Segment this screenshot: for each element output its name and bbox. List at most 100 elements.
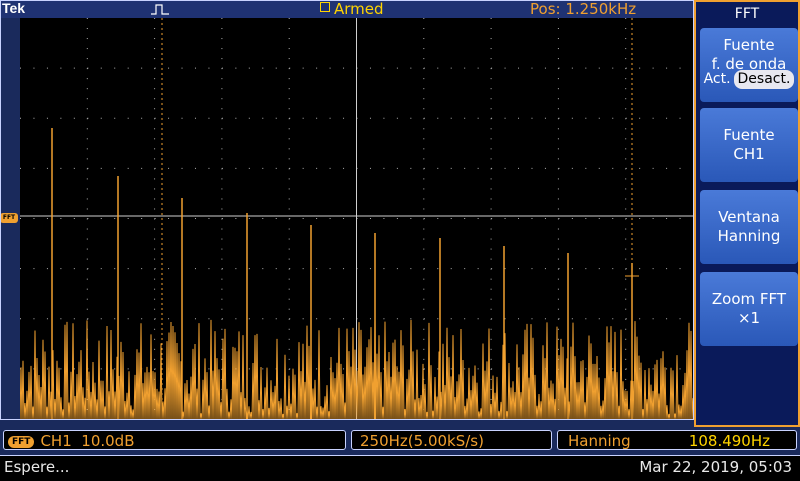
grid-dot — [423, 208, 425, 210]
grid-dot — [275, 218, 277, 219]
grid-dot — [490, 358, 492, 360]
grid-dot — [625, 188, 627, 190]
grid-dot — [60, 117, 62, 119]
grid-dot — [33, 268, 35, 270]
grid-dot — [679, 117, 681, 119]
grid-dot — [275, 268, 277, 270]
grid-dot — [423, 128, 425, 130]
grid-dot — [423, 248, 425, 250]
grid-dot — [490, 178, 492, 180]
grid-dot — [464, 318, 466, 320]
grid-dot — [383, 167, 385, 169]
grid-dot — [86, 228, 88, 230]
top-status-bar: Tek Armed Pos: 1.250kHz — [0, 0, 693, 18]
grid-dot — [154, 338, 156, 340]
on-off-toggle[interactable]: Act. Desact. — [700, 70, 798, 89]
grid-dot — [73, 218, 75, 219]
grid-dot — [343, 117, 345, 119]
grid-dot — [329, 268, 331, 270]
grid-dot — [86, 278, 88, 280]
grid-dot — [477, 117, 479, 119]
grid-dot — [154, 98, 156, 100]
grid-dot — [450, 318, 452, 320]
grid-dot — [316, 218, 318, 219]
grid-dot — [531, 67, 533, 69]
grid-dot — [221, 67, 223, 69]
window-cursor-readout[interactable]: Hanning 108.490Hz — [557, 430, 797, 450]
waveform-source-toggle-button[interactable]: Fuente f. de onda Act. Desact. — [700, 28, 798, 102]
grid-dot — [46, 67, 48, 69]
grid-dot — [100, 167, 102, 169]
grid-dot — [450, 268, 452, 270]
grid-dot — [531, 117, 533, 119]
menu-button-label: Ventana — [718, 208, 780, 226]
grid-dot — [288, 38, 290, 40]
grid-dot — [86, 88, 88, 90]
grid-dot — [302, 218, 304, 219]
grid-dot — [504, 67, 506, 69]
grid-dot — [490, 38, 492, 40]
grid-dot — [625, 308, 627, 310]
grid-dot — [557, 298, 559, 300]
fft-zoom-button[interactable]: Zoom FFT ×1 — [700, 272, 798, 346]
grid-dot — [544, 218, 546, 219]
grid-dot — [86, 38, 88, 40]
grid-dot — [612, 318, 614, 320]
toggle-option-on[interactable]: Act. — [703, 71, 731, 87]
grid-dot — [154, 228, 156, 230]
toggle-option-off[interactable]: Desact. — [733, 70, 795, 89]
grid-dot — [288, 228, 290, 230]
grid-dot — [625, 117, 627, 119]
grid-dot — [154, 308, 156, 310]
grid-dot — [639, 268, 641, 270]
fft-trace — [19, 319, 694, 420]
grid-dot — [477, 268, 479, 270]
grid-dot — [316, 368, 318, 370]
grid-dot — [423, 67, 425, 69]
grid-dot — [544, 117, 546, 119]
window-button[interactable]: Ventana Hanning — [700, 190, 798, 264]
grid-dot — [208, 117, 210, 119]
grid-dot — [490, 288, 492, 290]
grid-dot — [423, 228, 425, 230]
grid-dot — [423, 78, 425, 80]
grid-dot — [141, 268, 143, 270]
grid-dot — [423, 148, 425, 150]
grid-dot — [625, 278, 627, 280]
grid-dot — [598, 218, 600, 219]
grid-dot — [73, 167, 75, 169]
grid-dot — [518, 67, 520, 69]
grid-dot — [168, 268, 170, 270]
grid-dot — [154, 28, 156, 30]
grid-dot — [504, 117, 506, 119]
channel-readout[interactable]: FFT CH1 10.0dB — [3, 430, 346, 450]
source-button[interactable]: Fuente CH1 — [700, 108, 798, 182]
grid-dot — [343, 167, 345, 169]
grid-dot — [343, 268, 345, 270]
grid-dot — [625, 58, 627, 60]
grid-dot — [652, 268, 654, 270]
grid-dot — [154, 58, 156, 60]
grid-dot — [625, 348, 627, 350]
grid-dot — [544, 167, 546, 169]
grid-dot — [86, 298, 88, 300]
grid-dot — [504, 167, 506, 169]
grid-dot — [221, 48, 223, 50]
grid-dot — [423, 308, 425, 310]
grid-dot — [208, 218, 210, 219]
grid-dot — [410, 167, 412, 169]
menu-button-value: Hanning — [717, 227, 781, 245]
span-readout[interactable]: 250Hz(5.00kS/s) — [351, 430, 552, 450]
grid-dot — [639, 318, 641, 320]
grid-dot — [288, 278, 290, 280]
grid-dot — [86, 198, 88, 200]
grid-dot — [168, 117, 170, 119]
grid-dot — [423, 218, 425, 219]
grid-dot — [585, 268, 587, 270]
grid-dot — [531, 218, 533, 219]
grid-dot — [302, 167, 304, 169]
waveform-display[interactable] — [19, 18, 694, 420]
grid-dot — [86, 58, 88, 60]
grid-dot — [598, 117, 600, 119]
grid-dot — [221, 268, 223, 270]
